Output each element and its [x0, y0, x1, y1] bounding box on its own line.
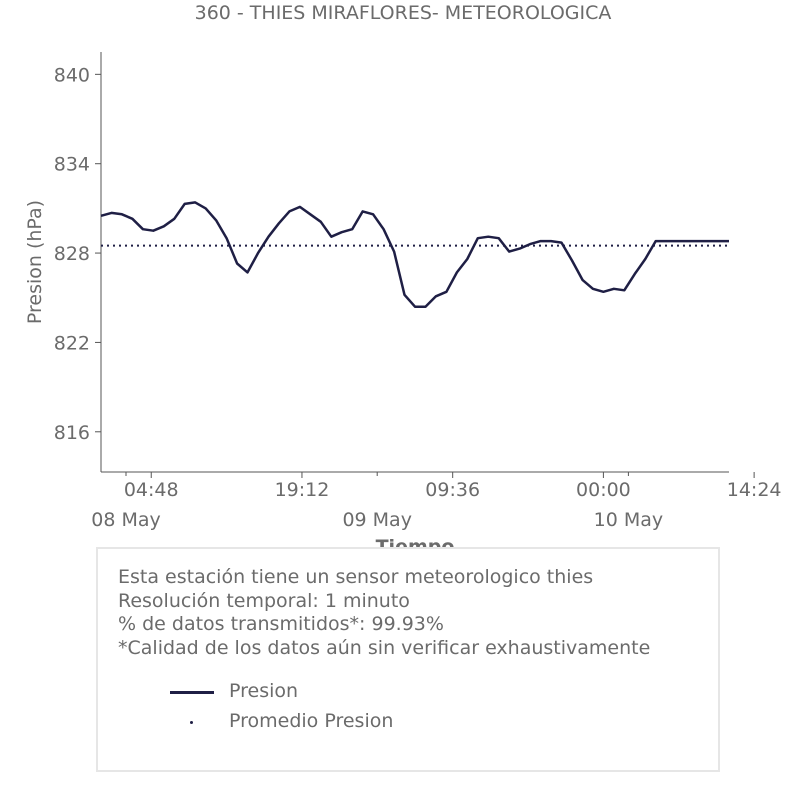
chart-title: 360 - THIES MIRAFLORES- METEOROLOGICA	[194, 2, 612, 24]
pressure-chart: 816 822 828 834 840 04:48 19:12 09:36 00:00 14:24…	[24, 52, 782, 558]
legend-item-promedio: Promedio Presion	[170, 710, 570, 732]
date-tick-label: 09 May	[342, 509, 412, 531]
info-line-3: % de datos transmitidos*: 99.93%	[118, 613, 444, 635]
y-axis-label: Presion (hPa)	[24, 200, 46, 324]
info-box: Esta estación tiene un sensor meteorolog…	[96, 547, 720, 772]
series-presion	[100, 201, 729, 308]
date-tick-label: 08 May	[91, 509, 161, 531]
legend-item-presion: Presion	[170, 680, 570, 702]
y-tick-label: 840	[54, 64, 90, 86]
x-tick-label: 14:24	[727, 479, 782, 501]
info-line-1: Esta estación tiene un sensor meteorolog…	[118, 566, 594, 588]
x-tick-label: 09:36	[425, 479, 480, 501]
dot-icon	[190, 721, 193, 724]
ticks-group: 816 822 828 834 840 04:48 19:12 09:36 00:00 14:24…	[54, 64, 782, 531]
legend-label-presion: Presion	[229, 680, 299, 702]
y-tick-label: 816	[54, 422, 90, 444]
info-line-2: Resolución temporal: 1 minuto	[118, 590, 410, 612]
series-group	[100, 201, 729, 308]
solid-line-icon	[170, 691, 214, 694]
x-tick-label: 04:48	[124, 479, 179, 501]
info-line-4: *Calidad de los datos aún sin verificar …	[118, 637, 651, 659]
x-tick-label: 00:00	[576, 479, 631, 501]
y-tick-label: 822	[54, 332, 90, 354]
legend-label-promedio: Promedio Presion	[229, 710, 394, 732]
x-tick-label: 19:12	[275, 479, 330, 501]
date-tick-label: 10 May	[594, 509, 664, 531]
y-tick-label: 828	[54, 243, 90, 265]
axes-group	[100, 52, 729, 473]
y-tick-label: 834	[54, 154, 90, 176]
